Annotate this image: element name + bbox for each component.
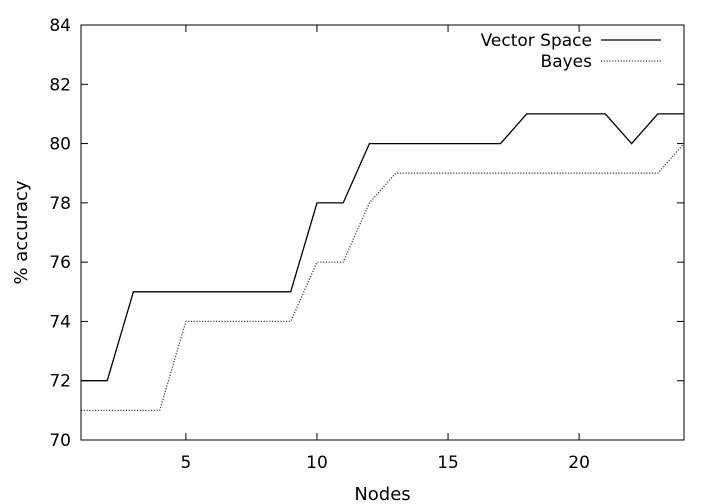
x-tick-label: 10	[306, 453, 328, 473]
series-line-vector-space	[81, 113, 684, 382]
x-tick-label: 15	[437, 453, 459, 473]
legend-label: Vector Space	[481, 31, 592, 51]
y-tick-label: 74	[49, 312, 71, 332]
y-tick-label: 70	[49, 431, 71, 451]
series-line-bayes	[81, 143, 685, 412]
y-tick-label: 76	[49, 253, 71, 273]
y-axis-label: % accuracy	[11, 180, 32, 284]
x-axis-ticks: 5 10 15 20	[180, 25, 590, 473]
plot-frame	[80, 24, 685, 441]
y-tick-label: 72	[49, 372, 71, 392]
series-layer	[80, 113, 685, 412]
x-tick-label: 20	[568, 453, 590, 473]
y-tick-label: 82	[49, 75, 71, 95]
y-tick-label: 84	[49, 16, 71, 36]
x-axis-label: Nodes	[354, 484, 410, 504]
y-axis-ticks: 70 72 74 76 78 80 82 84	[49, 16, 684, 451]
x-tick-label: 5	[180, 453, 191, 473]
legend-label: Bayes	[541, 52, 593, 72]
y-tick-label: 80	[49, 135, 71, 155]
y-tick-label: 78	[49, 194, 71, 214]
